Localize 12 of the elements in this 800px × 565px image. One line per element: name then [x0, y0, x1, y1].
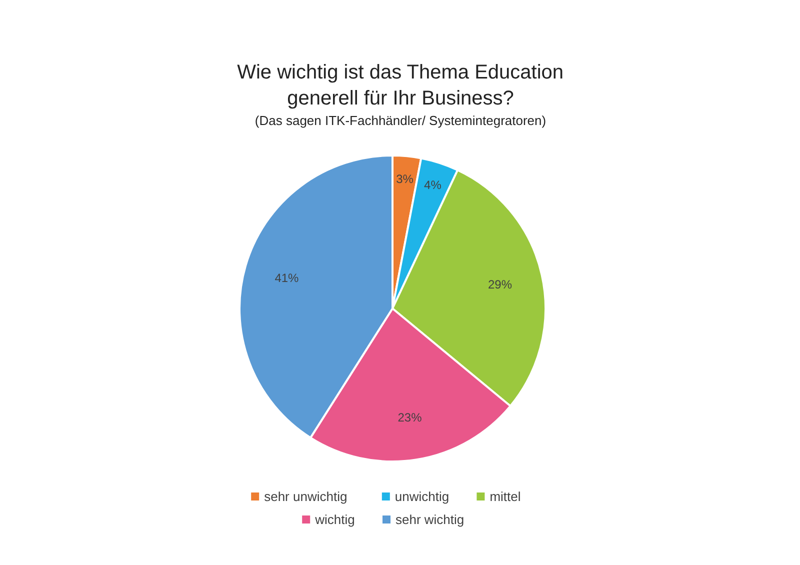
chart-title: Wie wichtig ist das Thema Education generell für Ihr Business? — [237, 62, 564, 110]
legend-label: mittel — [490, 489, 521, 504]
data-label: 3% — [396, 172, 414, 186]
data-label: 29% — [488, 277, 512, 292]
legend-label: wichtig — [314, 512, 355, 527]
legend-label: unwichtig — [394, 489, 450, 504]
legend-label: sehr wichtig — [396, 512, 464, 527]
chart-subtitle: (Das sagen ITK-Fachhändler/ Systemintegratoren) — [254, 113, 546, 128]
data-label: 41% — [274, 270, 300, 285]
data-label: 23% — [398, 410, 422, 424]
data-label: 4% — [424, 178, 442, 192]
legend-label: sehr unwichtig — [264, 489, 348, 504]
